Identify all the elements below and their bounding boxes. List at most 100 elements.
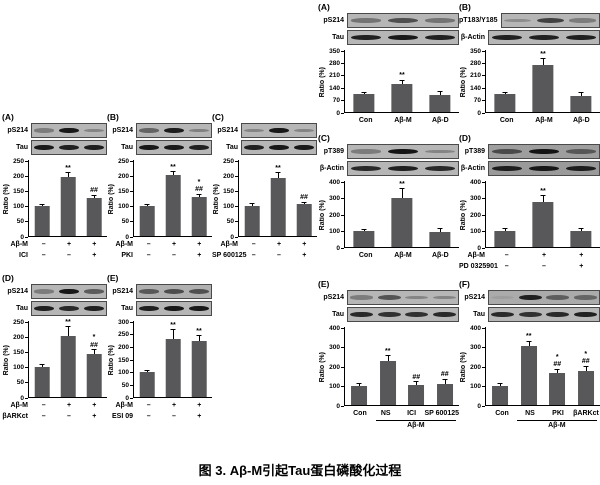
panel-letter: (E): [107, 273, 119, 283]
blot-band: [432, 311, 456, 318]
bar: [494, 230, 516, 247]
bar-chart: Ratio (%) 0 50 100 150 200 250 ** ##: [212, 158, 317, 241]
blot-band: [387, 148, 419, 155]
blot-block: pS214 Tau: [212, 123, 317, 155]
blot-band: [573, 311, 597, 318]
blot-row: pS214: [107, 284, 212, 299]
blot-label: Tau: [332, 311, 344, 318]
bar-slot: * ##: [81, 321, 107, 397]
treatment-sign: –: [146, 413, 151, 420]
bar-slot: [29, 321, 55, 397]
blot-band: [405, 295, 429, 300]
blot-lane: [186, 128, 211, 133]
blot-image: [136, 301, 212, 316]
blot-band: [293, 144, 314, 151]
y-tick-mark: [341, 62, 344, 64]
y-tick-label: 50: [16, 218, 24, 226]
category-label: Aβ-D: [431, 252, 449, 259]
error-bar: [580, 229, 582, 232]
blot-lane: [544, 311, 572, 318]
bar-chart: Ratio (%) 0 70 140 210 280 350 **: [459, 48, 600, 117]
blot-label: pT389: [323, 148, 344, 155]
bar-slot: **: [186, 321, 212, 397]
y-tick-mark: [130, 160, 133, 162]
y-tick-label: 0: [20, 394, 24, 402]
panel-row: (C) pT389 β-Actin Ratio (%) 0 100 200 300 400 ** C…: [318, 133, 600, 272]
bar: [577, 371, 594, 405]
treatment-signs: – + +: [241, 241, 317, 248]
blot-label: pS214: [7, 288, 28, 295]
blot-band: [139, 144, 160, 151]
x-axis-block: Con NS ICI SP 600125 Aβ-M: [318, 408, 459, 433]
y-axis-ticks: 0 100 200 300 400: [468, 325, 485, 410]
x-axis-block: Con NS PKI βARKct Aβ-M: [459, 408, 600, 433]
blot-lane: [421, 34, 458, 41]
y-tick-mark: [482, 347, 485, 348]
y-axis-label-text: Ratio (%): [213, 183, 220, 215]
bar-slot: ##: [291, 160, 317, 236]
bar: [494, 94, 516, 112]
treatment-row: βARKct – – +: [2, 411, 107, 422]
plot-area: ** * ##: [133, 160, 212, 237]
bar-slot: ##: [81, 160, 107, 236]
blot-lane: [57, 127, 82, 134]
blot-band: [546, 311, 570, 318]
group-bracket-spacer: [318, 420, 344, 433]
error-bar: [199, 194, 200, 198]
blot-band: [350, 311, 374, 318]
blot-lane: [526, 148, 563, 155]
blot-row: pS214: [212, 123, 317, 138]
blot-band: [569, 18, 597, 23]
y-axis-label-text: Ratio (%): [460, 351, 467, 383]
category-label: NS: [525, 410, 535, 417]
error-bar: [401, 80, 403, 85]
y-tick-mark: [341, 214, 344, 216]
y-tick-label: 0: [230, 233, 234, 241]
blot-lane: [572, 311, 600, 318]
y-tick-label: 250: [13, 157, 24, 165]
x-axis-block: Aβ-M – + + βARKct – – +: [2, 400, 107, 422]
significance-annotation: **: [399, 180, 405, 188]
figure-panel-RF: (F) pS214 Tau Ratio (%) 0 100 200 300 400 ** * ## *…: [459, 279, 600, 433]
treatment-sign: –: [146, 402, 151, 409]
panel-letter: (A): [318, 2, 330, 12]
treatment-label: Aβ-M: [115, 402, 134, 409]
treatment-label: Aβ-M: [115, 241, 134, 248]
y-tick-mark: [235, 175, 238, 177]
y-tick-label: 0: [336, 244, 340, 252]
error-bar: [94, 195, 95, 198]
blot-lane: [186, 289, 211, 294]
treatment-sign: +: [197, 241, 202, 248]
blot-row: β-Actin: [459, 30, 600, 45]
error-bar: [439, 228, 441, 233]
blot-lane: [32, 289, 57, 294]
y-tick-label: 100: [13, 203, 24, 211]
y-axis-label: Ratio (%): [212, 161, 221, 237]
significance-annotation: **: [540, 50, 546, 58]
blot-band: [350, 295, 374, 300]
y-tick-mark: [25, 367, 28, 369]
bar: [532, 202, 554, 247]
y-tick-mark: [341, 181, 344, 183]
category-row: Con Aβ-M Aβ-D: [318, 115, 459, 126]
y-tick-label: 70: [332, 97, 340, 105]
treatment-sign: +: [66, 402, 72, 409]
blot-label: Tau: [473, 311, 485, 318]
y-tick-label: 300: [329, 344, 340, 351]
blot-lane: [421, 18, 458, 23]
blot-band: [139, 289, 160, 294]
error-bar: [94, 349, 95, 354]
bar: [436, 383, 453, 405]
blot-label: pS214: [464, 294, 485, 301]
y-axis-ticks: 0 70 140 210 280 350: [468, 48, 485, 117]
y-axis-ticks: 0 50 100 150 200 250: [116, 158, 133, 241]
error-bar: [363, 229, 365, 231]
y-axis-label-text: Ratio (%): [319, 66, 326, 98]
blot-lane: [348, 34, 385, 41]
y-tick-label: 200: [470, 211, 481, 219]
y-axis-label-text: Ratio (%): [3, 183, 10, 215]
blot-lane: [348, 149, 385, 154]
y-tick-mark: [482, 405, 485, 407]
treatment-sign: –: [172, 252, 176, 259]
blot-label: β-Actin: [460, 34, 485, 41]
